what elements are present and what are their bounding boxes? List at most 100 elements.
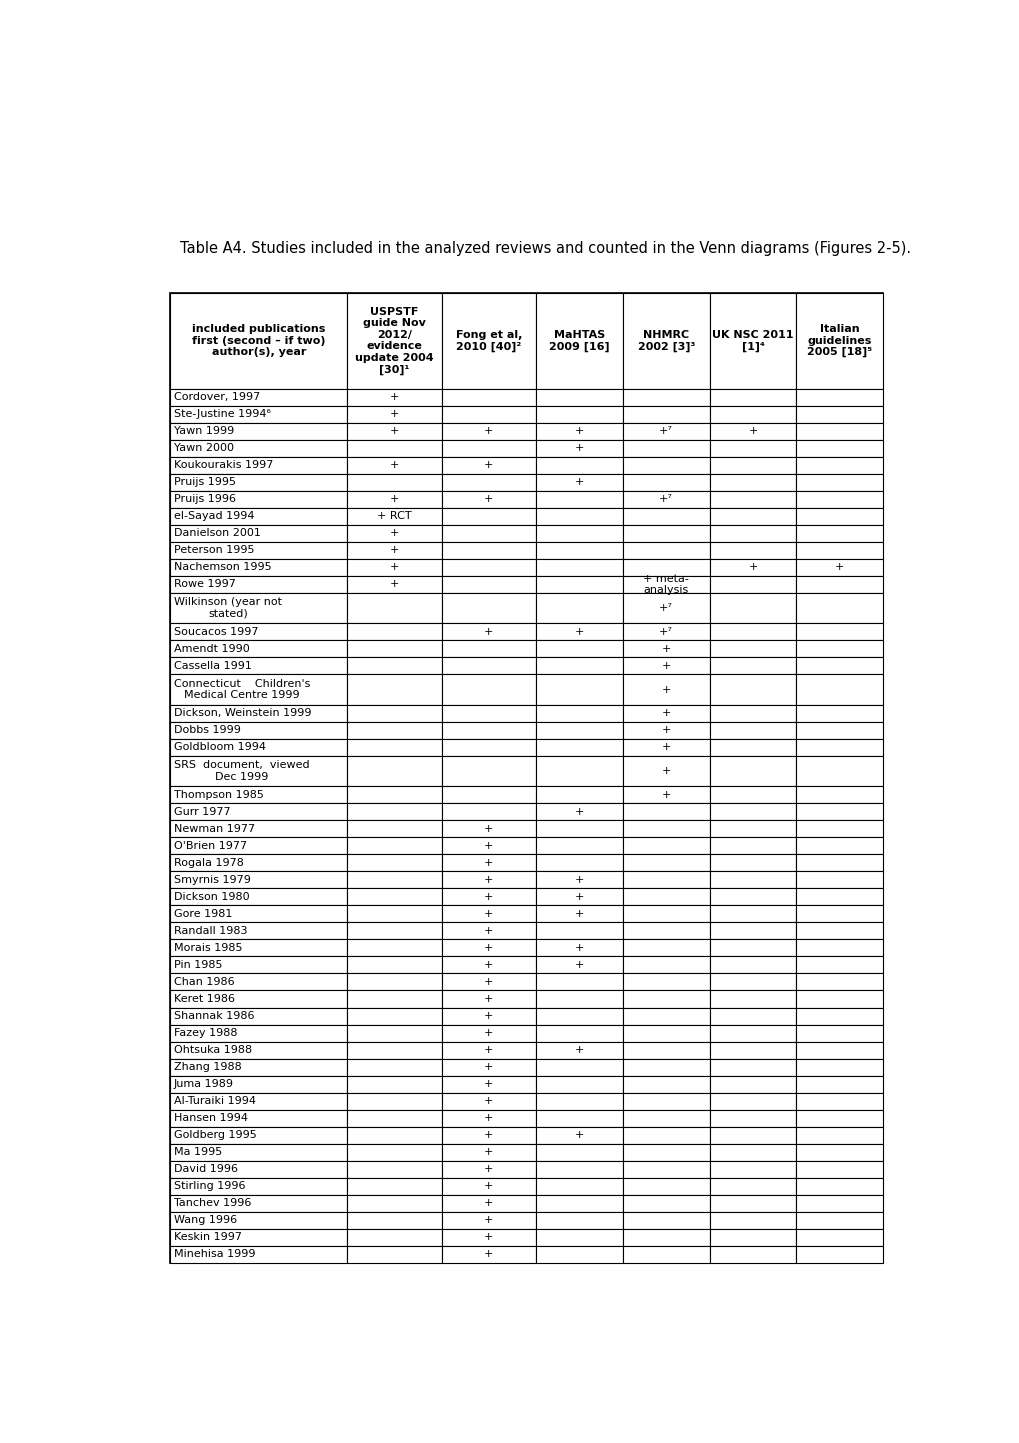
Bar (796, 508, 882, 525)
Text: +: + (484, 1147, 493, 1157)
Bar (623, 756, 709, 786)
Bar (441, 837, 536, 854)
Bar (441, 388, 536, 405)
Text: Connecticut    Children's
Medical Centre 1999: Connecticut Children's Medical Centre 19… (174, 678, 310, 700)
Bar (170, 1177, 347, 1195)
Text: +: + (661, 644, 671, 654)
Text: included publications
first (second – if two)
author(s), year: included publications first (second – if… (192, 325, 325, 358)
Bar (709, 1042, 796, 1059)
Bar (170, 756, 347, 786)
Bar (796, 804, 882, 821)
Bar (709, 405, 796, 423)
Bar (347, 905, 441, 922)
Bar (441, 1177, 536, 1195)
Bar (796, 1042, 882, 1059)
Bar (709, 786, 796, 804)
Bar (796, 491, 882, 508)
Bar (709, 1160, 796, 1177)
Bar (170, 405, 347, 423)
Bar (170, 804, 347, 821)
Bar (623, 1177, 709, 1195)
Bar (347, 854, 441, 872)
Bar (347, 922, 441, 939)
Text: +: + (389, 460, 398, 470)
Bar (347, 543, 441, 558)
Bar (441, 804, 536, 821)
Text: +: + (574, 443, 584, 453)
Bar (796, 473, 882, 491)
Text: +: + (484, 1250, 493, 1260)
Bar (441, 1042, 536, 1059)
Bar (623, 440, 709, 457)
Bar (536, 1127, 623, 1144)
Bar (623, 990, 709, 1007)
Text: +: + (661, 709, 671, 719)
Bar (441, 722, 536, 739)
Text: Juma 1989: Juma 1989 (174, 1079, 233, 1089)
Bar (623, 491, 709, 508)
Bar (796, 674, 882, 704)
Bar (623, 704, 709, 722)
Bar (709, 889, 796, 905)
Bar (536, 641, 623, 658)
Text: +: + (484, 926, 493, 937)
Bar (170, 293, 347, 388)
Bar (170, 1059, 347, 1075)
Text: +: + (389, 580, 398, 589)
Bar (709, 1059, 796, 1075)
Bar (796, 525, 882, 543)
Bar (170, 674, 347, 704)
Bar (347, 837, 441, 854)
Bar (170, 1075, 347, 1092)
Bar (536, 821, 623, 837)
Text: Goldberg 1995: Goldberg 1995 (174, 1130, 257, 1140)
Bar (441, 1025, 536, 1042)
Bar (709, 457, 796, 473)
Bar (441, 854, 536, 872)
Bar (623, 974, 709, 990)
Bar (170, 990, 347, 1007)
Text: +: + (574, 874, 584, 885)
Bar (441, 405, 536, 423)
Text: Pruijs 1996: Pruijs 1996 (174, 495, 235, 505)
Text: +: + (389, 495, 398, 505)
Bar (623, 837, 709, 854)
Text: +: + (661, 766, 671, 776)
Text: +: + (484, 1045, 493, 1055)
Bar (709, 1007, 796, 1025)
Bar (441, 641, 536, 658)
Text: Dobbs 1999: Dobbs 1999 (174, 726, 240, 736)
Text: +: + (661, 742, 671, 752)
Bar (536, 1110, 623, 1127)
Bar (170, 525, 347, 543)
Bar (709, 674, 796, 704)
Bar (623, 1059, 709, 1075)
Bar (796, 1075, 882, 1092)
Bar (536, 593, 623, 623)
Bar (536, 854, 623, 872)
Text: Cordover, 1997: Cordover, 1997 (174, 392, 260, 403)
Bar (441, 457, 536, 473)
Bar (796, 1007, 882, 1025)
Bar (709, 558, 796, 576)
Bar (170, 423, 347, 440)
Bar (347, 491, 441, 508)
Text: Ma 1995: Ma 1995 (174, 1147, 222, 1157)
Bar (441, 821, 536, 837)
Bar (170, 1228, 347, 1245)
Text: +: + (484, 1097, 493, 1107)
Bar (170, 1144, 347, 1160)
Bar (347, 558, 441, 576)
Bar (170, 658, 347, 674)
Bar (347, 1007, 441, 1025)
Bar (623, 786, 709, 804)
Text: Pruijs 1995: Pruijs 1995 (174, 478, 235, 488)
Bar (536, 722, 623, 739)
Bar (536, 704, 623, 722)
Text: +: + (389, 410, 398, 420)
Bar (709, 837, 796, 854)
Text: Koukourakis 1997: Koukourakis 1997 (174, 460, 273, 470)
Bar (536, 922, 623, 939)
Text: +: + (389, 426, 398, 436)
Bar (441, 1160, 536, 1177)
